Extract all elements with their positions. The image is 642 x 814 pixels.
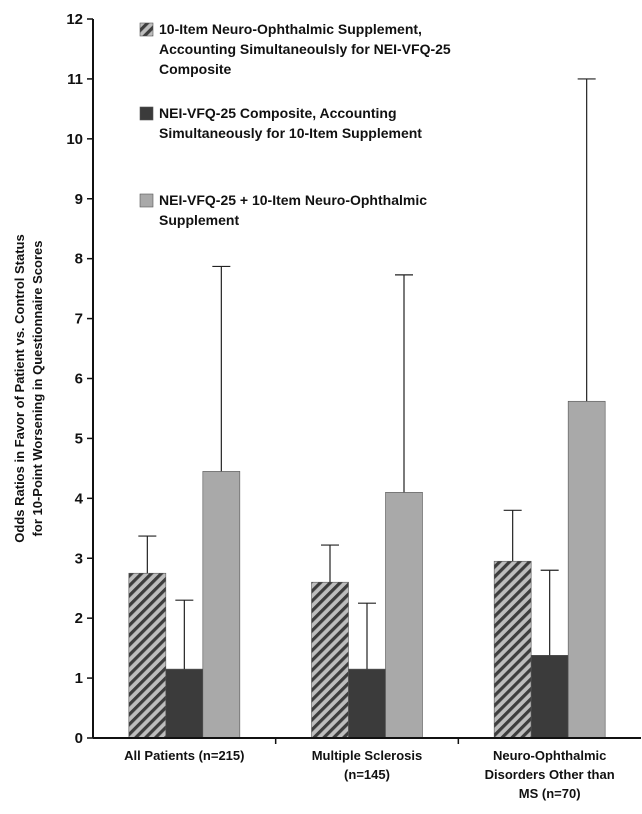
x-category-label: Neuro-Ophthalmic Disorders Other than MS (…	[485, 748, 615, 801]
y-tick-label: 5	[75, 430, 83, 447]
y-tick-label: 10	[66, 131, 83, 148]
legend-swatch	[139, 106, 154, 121]
bars	[128, 400, 606, 739]
axes	[92, 19, 641, 744]
bar	[348, 668, 386, 739]
y-tick-label: 4	[75, 490, 84, 507]
legend-swatch	[139, 193, 154, 208]
y-tick-label: 8	[75, 251, 83, 268]
bar	[530, 655, 569, 739]
y-tick-label: 2	[75, 610, 83, 627]
legend-label: NEI-VFQ-25 + 10-Item Neuro-Ophthalmic Sup…	[159, 192, 427, 228]
y-tick-label: 3	[75, 550, 83, 567]
y-tick-label: 0	[75, 730, 83, 747]
x-category-label: Multiple Sclerosis (n=145)	[312, 748, 423, 782]
legend-item: 10-Item Neuro-Ophthalmic Supplement, Acco…	[139, 21, 451, 77]
y-tick-label: 7	[75, 311, 83, 328]
bar	[385, 492, 423, 739]
bar	[567, 400, 606, 739]
bar	[165, 668, 204, 739]
legend-item: NEI-VFQ-25 Composite, Accounting Simultan…	[139, 105, 422, 141]
legend-label: NEI-VFQ-25 Composite, Accounting Simultan…	[159, 105, 422, 141]
bar	[493, 560, 532, 739]
legend-item: NEI-VFQ-25 + 10-Item Neuro-Ophthalmic Sup…	[139, 192, 427, 228]
bar	[128, 572, 167, 739]
y-axis-title: Odds Ratios in Favor of Patient vs. Cont…	[12, 234, 45, 542]
y-tick-label: 6	[75, 371, 83, 388]
legend-swatch	[139, 22, 154, 37]
y-tick-label: 9	[75, 191, 83, 208]
y-axis-label: Odds Ratios in Favor of Patient vs. Cont…	[12, 234, 45, 542]
legend-label: 10-Item Neuro-Ophthalmic Supplement, Acco…	[159, 21, 451, 77]
x-axis-category-labels: All Patients (n=215) Multiple Sclerosis (n…	[124, 748, 615, 801]
error-bars	[138, 78, 596, 670]
y-tick-label: 1	[75, 670, 83, 687]
y-tick-label: 11	[67, 71, 83, 88]
bar	[202, 471, 241, 739]
y-tick-label: 12	[66, 11, 83, 28]
bar	[311, 581, 349, 739]
legend: 10-Item Neuro-Ophthalmic Supplement, Acco…	[139, 21, 451, 228]
x-category-label: All Patients (n=215)	[124, 748, 244, 763]
